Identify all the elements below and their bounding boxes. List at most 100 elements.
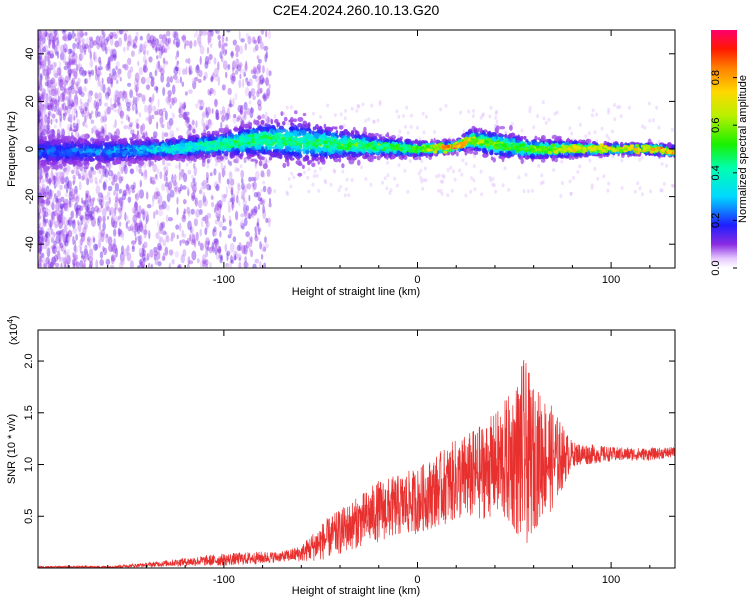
spectrogram-cell bbox=[165, 162, 169, 167]
spectrogram-cell bbox=[98, 231, 102, 242]
spectrogram-cell bbox=[61, 103, 64, 111]
spectrogram-cell bbox=[169, 104, 172, 109]
spectrogram-cell bbox=[112, 220, 118, 229]
spectrogram-cell bbox=[228, 205, 231, 213]
spectrogram-cell bbox=[71, 30, 75, 39]
spectrogram-cell bbox=[126, 113, 129, 118]
spectrogram-cell bbox=[67, 130, 71, 135]
spectrogram-cell bbox=[41, 252, 44, 259]
spectrogram-cell bbox=[204, 71, 208, 80]
spectrogram-cell bbox=[45, 185, 50, 195]
spectrogram-cell bbox=[50, 258, 55, 267]
spectrogram-cell bbox=[160, 203, 164, 211]
spectrogram-cell bbox=[215, 112, 220, 121]
spectrogram-cell bbox=[130, 224, 134, 232]
spectrogram-cell bbox=[105, 135, 110, 142]
spectrogram-cell bbox=[144, 210, 149, 219]
spectrogram-cell bbox=[111, 180, 115, 186]
spectrogram-cell bbox=[273, 114, 277, 119]
spectrogram-cell bbox=[202, 112, 206, 117]
spectrogram-cell bbox=[208, 185, 212, 191]
spectrogram-cell bbox=[132, 42, 136, 48]
spectrogram-cell bbox=[49, 82, 53, 90]
spectrogram-cell bbox=[144, 169, 148, 178]
spectrogram-cell bbox=[57, 198, 62, 205]
spectrogram-cell bbox=[52, 36, 56, 46]
spectrogram-cell bbox=[75, 122, 79, 132]
spectrogram-cell bbox=[266, 88, 271, 97]
spectrogram-cell bbox=[99, 60, 102, 67]
spectrogram-cell bbox=[114, 200, 118, 211]
spectrogram-cell bbox=[607, 136, 611, 141]
spectrogram-cell bbox=[197, 199, 203, 209]
spectrogram-cell bbox=[257, 203, 261, 210]
spectrogram-cell bbox=[460, 172, 464, 177]
spectrogram-cell bbox=[472, 178, 476, 183]
spectrogram-cell bbox=[182, 68, 186, 75]
spectrogram-cell bbox=[222, 49, 227, 56]
spectrogram-cell bbox=[178, 67, 181, 76]
spectrogram-cell bbox=[235, 64, 239, 70]
spectrogram-cell bbox=[82, 226, 87, 236]
spectrogram-cell bbox=[38, 215, 42, 220]
spectrogram-cell bbox=[294, 110, 298, 115]
spectrogram-cell bbox=[152, 93, 155, 102]
spectrogram-cell bbox=[58, 163, 63, 169]
spectrogram-cell bbox=[441, 179, 445, 184]
spectrogram-cell bbox=[401, 113, 405, 118]
spectrogram-cell bbox=[158, 34, 163, 40]
spectrogram-cell bbox=[260, 243, 265, 252]
spectrogram-cell bbox=[40, 231, 44, 241]
spectrogram-cell bbox=[105, 201, 110, 211]
spectrogram-cell bbox=[89, 39, 94, 49]
spectrogram-cell bbox=[95, 101, 100, 111]
spectrogram-cell bbox=[98, 98, 102, 107]
spectrogram-cell bbox=[433, 130, 437, 135]
spectrogram-cell bbox=[77, 77, 81, 84]
spectrogram-cell bbox=[213, 57, 217, 65]
spectrogram-cell bbox=[68, 55, 71, 65]
spectrogram-cell bbox=[41, 58, 46, 65]
spectrogram-cell bbox=[437, 173, 441, 178]
spectrogram-cell bbox=[45, 175, 48, 183]
spectrogram-cell bbox=[185, 162, 189, 167]
spectrogram-cell bbox=[49, 79, 54, 84]
spectrogram-cell bbox=[108, 162, 113, 169]
spectrogram-cell bbox=[70, 211, 74, 218]
spectrogram-cell bbox=[345, 177, 349, 182]
spectrogram-cell bbox=[381, 180, 384, 185]
spectrogram-cell bbox=[85, 107, 90, 117]
spectrogram-cell bbox=[71, 169, 75, 174]
spectrogram-cell bbox=[64, 80, 68, 86]
spectrogram-cell bbox=[528, 106, 532, 110]
spectrogram-cell bbox=[409, 124, 413, 129]
spectrogram-cell bbox=[223, 218, 227, 223]
spectrogram-cell bbox=[613, 103, 616, 107]
spectrogram-cell bbox=[52, 35, 57, 42]
spectrogram-cell bbox=[123, 63, 128, 69]
spectrogram-cell bbox=[243, 123, 250, 129]
spectrogram-cell bbox=[150, 114, 153, 119]
spectrogram-cell bbox=[409, 113, 413, 118]
spectrogram-cell bbox=[235, 58, 240, 65]
spectrogram-cell bbox=[211, 108, 214, 114]
spectrogram-cell bbox=[147, 39, 152, 44]
spectrogram-cell bbox=[57, 133, 61, 138]
spectrogram-cell bbox=[39, 243, 43, 252]
spectrogram-cell bbox=[252, 65, 256, 71]
spectrogram-cell bbox=[144, 223, 147, 231]
spectrogram-cell bbox=[81, 250, 84, 258]
spectrogram-cell bbox=[45, 245, 49, 254]
spectrogram-cell bbox=[559, 194, 563, 199]
spectrogram-cell bbox=[72, 50, 75, 57]
spectrogram-cell bbox=[136, 225, 141, 235]
spectrogram-cell bbox=[341, 169, 345, 174]
spectrogram-cell bbox=[229, 242, 235, 253]
spectrogram-cell bbox=[119, 110, 124, 118]
spectrogram-cell bbox=[146, 116, 150, 121]
spectrogram-cell bbox=[577, 106, 581, 110]
spectrogram-cell bbox=[388, 191, 392, 195]
spectrogram-cell bbox=[97, 217, 100, 227]
figure-title: C2E4.2024.260.10.13.G20 bbox=[273, 2, 440, 18]
spectrogram-cell bbox=[38, 173, 41, 181]
